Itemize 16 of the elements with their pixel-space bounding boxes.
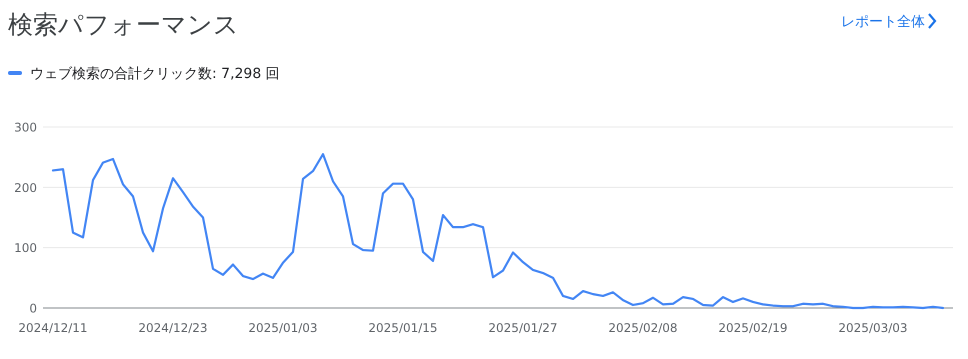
x-tick-label: 2025/01/03 xyxy=(248,321,318,335)
chart-title: 検索パフォーマンス xyxy=(8,10,239,39)
y-tick-label: 0 xyxy=(29,302,37,316)
text: レポート全体 xyxy=(841,14,925,30)
line-series xyxy=(52,153,944,310)
legend-label: ウェブ検索の合計クリック数: 7,298 回 xyxy=(30,66,280,82)
y-tick-label: 300 xyxy=(14,120,37,134)
x-tick-label: 2024/12/23 xyxy=(138,321,208,335)
x-tick-label: 2024/12/11 xyxy=(18,321,88,335)
x-tick-label: 2025/03/03 xyxy=(838,321,908,335)
y-tick-label: 200 xyxy=(14,180,37,195)
y-tick-label: 100 xyxy=(14,241,37,256)
x-tick-label: 2025/02/19 xyxy=(718,321,788,335)
x-tick-label: 2025/02/08 xyxy=(608,321,678,335)
x-tick-label: 2025/01/27 xyxy=(488,321,558,335)
x-tick-label: 2025/01/15 xyxy=(368,321,438,335)
